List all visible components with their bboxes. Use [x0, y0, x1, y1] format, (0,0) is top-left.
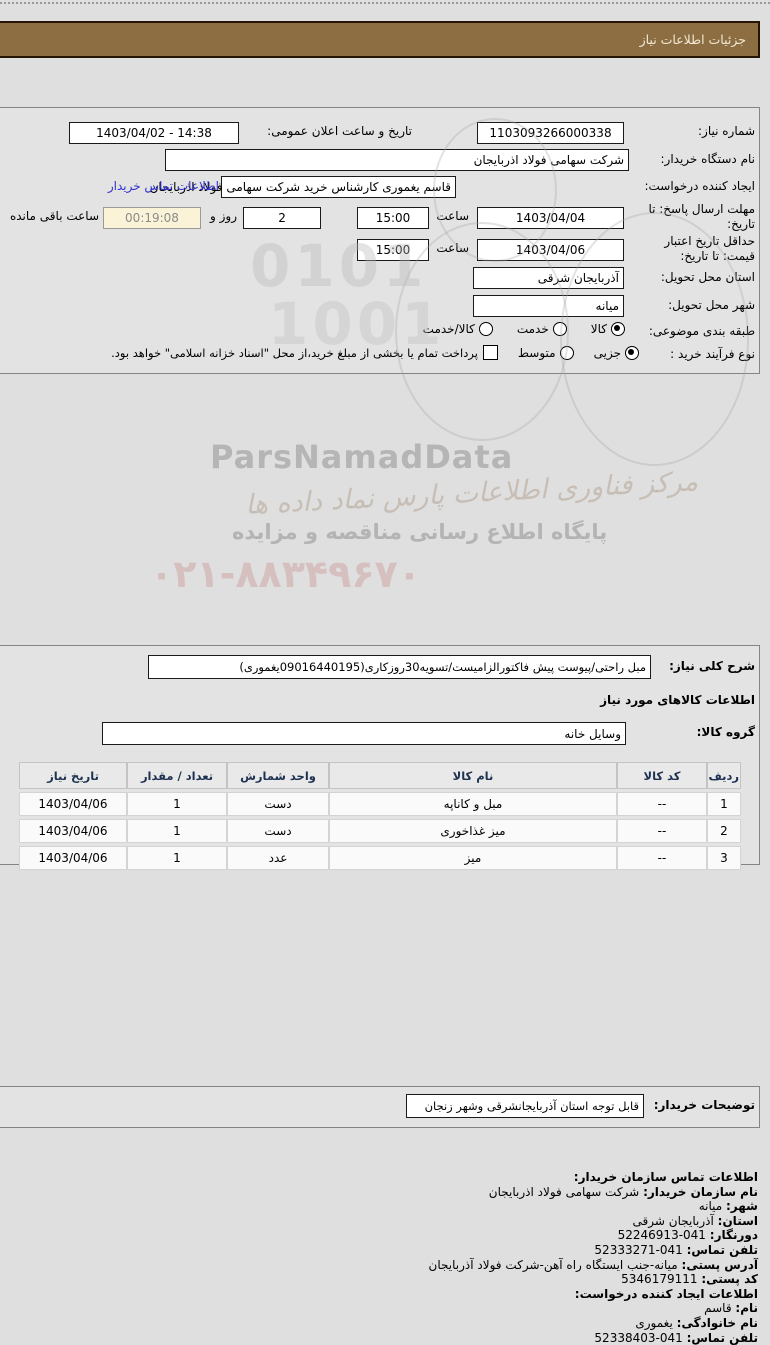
top-dotted-divider — [0, 2, 770, 4]
radio-option-minor[interactable]: جزیی — [594, 345, 639, 360]
items-table-header-row: ردیف کد کالا نام کالا واحد شمارش تعداد /… — [19, 762, 741, 789]
delivery-province-field[interactable]: آذربایجان شرقی — [473, 267, 624, 289]
price-validity-label: حداقل تاریخ اعتبار قیمت: تا تاریخ: — [664, 234, 755, 263]
buyer-note-label: توضیحات خریدار: — [653, 1098, 755, 1112]
buyer-contact-block: اطلاعات تماس سازمان خریدار: نام سازمان خ… — [0, 1170, 758, 1345]
watermark-phone: ۰۲۱-۸۸۳۴۹۶۷۰ — [150, 552, 421, 596]
buyer-contact-link[interactable]: اطلاعات تماس خریدار — [107, 179, 219, 193]
items-table: ردیف کد کالا نام کالا واحد شمارش تعداد /… — [19, 759, 741, 873]
radio-option-medium[interactable]: متوسط — [518, 345, 574, 360]
treasury-docs-option[interactable]: پرداخت تمام یا بخشی از مبلغ خرید،از محل … — [111, 345, 498, 360]
contact-line: نام: قاسم — [704, 1301, 758, 1316]
need-number-field[interactable]: 1103093266000338 — [477, 122, 624, 144]
contact-line: آدرس پستی: میانه-جنب ایستگاه راه آهن-شرک… — [428, 1257, 758, 1272]
contact-line: دورنگار: 52246913-041 — [617, 1228, 758, 1243]
contact-line: اطلاعات ایجاد کننده درخواست: — [574, 1286, 758, 1301]
col-item-code: کد کالا — [617, 762, 707, 789]
radio-selected-icon[interactable] — [625, 345, 639, 360]
announce-datetime-label: تاریخ و ساعت اعلان عمومی: — [267, 124, 412, 138]
items-section-heading: اطلاعات کالاهای مورد نیاز — [600, 693, 755, 707]
table-row: 2 -- میز غذاخوری دست 1 1403/04/06 — [19, 819, 741, 843]
need-description-field[interactable]: مبل راحتی/پیوست پیش فاکتورالزامیست/تسویه… — [148, 655, 651, 679]
delivery-city-label: شهر محل تحویل: — [668, 298, 755, 312]
need-description-label: شرح کلی نیاز: — [669, 659, 755, 673]
item-group-field[interactable]: وسایل خانه — [102, 722, 626, 745]
request-creator-field[interactable]: قاسم یغموری کارشناس خرید شرکت سهامی فولا… — [150, 176, 456, 198]
radio-icon[interactable] — [478, 322, 493, 336]
col-quantity: تعداد / مقدار — [127, 762, 227, 789]
radio-option-service[interactable]: خدمت — [517, 322, 567, 336]
subject-class-label: طبقه بندی موضوعی: — [648, 324, 755, 338]
response-deadline-date-field[interactable]: 1403/04/04 — [477, 207, 624, 229]
need-items-panel: شرح کلی نیاز: مبل راحتی/پیوست پیش فاکتور… — [0, 645, 760, 870]
checkbox-icon[interactable] — [482, 345, 498, 360]
buyer-note-panel: توضیحات خریدار: قابل توجه استان آذربایجا… — [0, 1086, 760, 1128]
col-unit: واحد شمارش — [227, 762, 329, 789]
subject-class-options: کالا خدمت کالا/خدمت — [423, 322, 625, 336]
page-title: جزئیات اطلاعات نیاز — [639, 32, 746, 47]
contact-line: اطلاعات تماس سازمان خریدار: — [573, 1170, 758, 1184]
response-deadline-label: مهلت ارسال پاسخ: تا تاریخ: — [648, 202, 755, 231]
countdown-field: 00:19:08 — [103, 207, 201, 229]
contact-line: تلفن تماس: 52333271-041 — [594, 1242, 758, 1257]
response-deadline-hour-label: ساعت — [436, 209, 469, 223]
price-validity-date-field[interactable]: 1403/04/06 — [477, 239, 624, 261]
buyer-note-field[interactable]: قابل توجه استان آذربایجانشرقی وشهر زنجان — [406, 1094, 644, 1118]
watermark-calligraphy: مرکز فناوری اطلاعات پارس نماد داده ها — [244, 466, 699, 521]
buyer-org-label: نام دستگاه خریدار: — [660, 152, 756, 166]
delivery-city-field[interactable]: میانه — [473, 295, 624, 317]
radio-option-goods[interactable]: کالا — [591, 322, 625, 336]
item-group-label: گروه کالا: — [696, 725, 755, 739]
general-info-panel: شماره نیاز: 1103093266000338 تاریخ و ساع… — [0, 107, 760, 374]
watermark-brand: ParsNamadData — [210, 438, 514, 476]
request-creator-label: ایجاد کننده درخواست: — [644, 179, 755, 193]
watermark-tagline: پایگاه اطلاع رسانی مناقصه و مزایده — [232, 520, 608, 544]
contact-line: تلفن تماس: 52338403-041 — [594, 1330, 758, 1345]
price-validity-hour-label: ساعت — [436, 241, 469, 255]
radio-icon[interactable] — [559, 345, 574, 360]
days-remaining-field[interactable]: 2 — [243, 207, 321, 229]
delivery-province-label: استان محل تحویل: — [660, 270, 755, 284]
table-row: 1 -- مبل و کاناپه دست 1 1403/04/06 — [19, 792, 741, 816]
table-row: 3 -- میز عدد 1 1403/04/06 — [19, 846, 741, 870]
radio-selected-icon[interactable] — [611, 322, 625, 336]
col-need-date: تاریخ نیاز — [19, 762, 127, 789]
radio-icon[interactable] — [552, 322, 567, 336]
contact-line: شهر: میانه — [698, 1199, 758, 1214]
contact-line: کد پستی: 5346179111 — [621, 1272, 758, 1287]
need-number-label: شماره نیاز: — [698, 124, 755, 138]
response-deadline-time-field[interactable]: 15:00 — [357, 207, 429, 229]
contact-line: استان: آذربایجان شرقی — [632, 1213, 758, 1228]
purchase-type-options: جزیی متوسط پرداخت تمام یا بخشی از مبلغ خ… — [111, 345, 639, 360]
page-title-bar: جزئیات اطلاعات نیاز — [0, 21, 760, 58]
contact-line: نام سازمان خریدار: شرکت سهامی فولاد اذرب… — [488, 1184, 758, 1199]
col-item-name: نام کالا — [329, 762, 617, 789]
buyer-org-field[interactable]: شرکت سهامی فولاد اذربایجان — [165, 149, 629, 171]
col-row-number: ردیف — [707, 762, 741, 789]
contact-line: نام خانوادگی: یغموری — [635, 1315, 758, 1330]
purchase-type-label: نوع فرآیند خرید : — [670, 347, 755, 361]
days-remaining-label: روز و — [210, 209, 237, 223]
price-validity-time-field[interactable]: 15:00 — [357, 239, 429, 261]
radio-option-goods-service[interactable]: کالا/خدمت — [423, 322, 493, 336]
announce-datetime-field[interactable]: 1403/04/02 - 14:38 — [69, 122, 239, 144]
countdown-label: ساعت باقی مانده — [9, 209, 99, 223]
